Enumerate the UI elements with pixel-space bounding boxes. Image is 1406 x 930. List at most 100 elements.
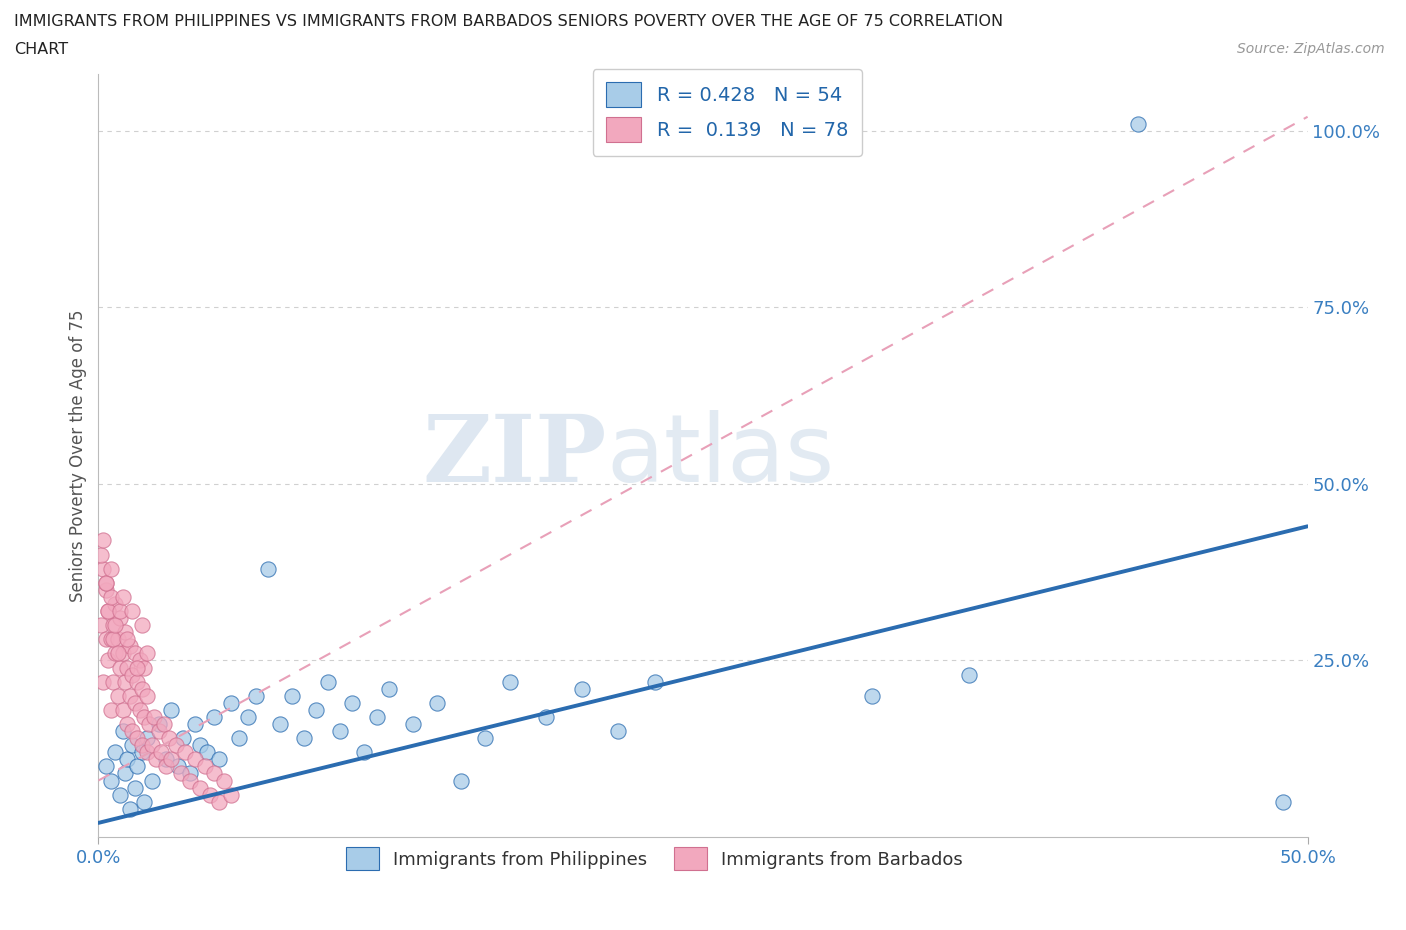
Point xyxy=(97,604,120,618)
Point xyxy=(121,724,143,738)
Point xyxy=(100,631,122,646)
Point xyxy=(111,702,134,717)
Point xyxy=(114,625,136,640)
Point xyxy=(91,561,114,576)
Text: ZIP: ZIP xyxy=(422,411,606,500)
Point xyxy=(204,710,226,724)
Point xyxy=(474,731,496,746)
Point xyxy=(104,745,127,760)
Point xyxy=(1128,116,1150,131)
Text: atlas: atlas xyxy=(606,410,835,501)
Point xyxy=(104,646,127,661)
Point xyxy=(160,751,183,766)
Point xyxy=(195,745,218,760)
Point xyxy=(169,766,191,781)
Point xyxy=(198,787,221,802)
Point xyxy=(127,759,149,774)
Point xyxy=(292,731,315,746)
Point xyxy=(402,717,425,732)
Point xyxy=(117,660,139,675)
Point xyxy=(131,737,153,752)
Point xyxy=(107,688,129,703)
Point xyxy=(108,660,131,675)
Point xyxy=(127,660,149,675)
Point xyxy=(208,794,231,809)
Point xyxy=(179,766,201,781)
Point xyxy=(121,737,143,752)
Point xyxy=(124,696,146,711)
Point xyxy=(188,780,211,795)
Point xyxy=(221,696,243,711)
Point xyxy=(90,618,112,632)
Point xyxy=(143,710,166,724)
Point xyxy=(342,696,364,711)
Point xyxy=(1272,794,1295,809)
Point xyxy=(138,717,160,732)
Point xyxy=(426,696,449,711)
Point xyxy=(150,745,173,760)
Point xyxy=(184,717,207,732)
Point xyxy=(101,618,124,632)
Point xyxy=(366,710,388,724)
Point xyxy=(152,717,174,732)
Y-axis label: Seniors Poverty Over the Age of 75: Seniors Poverty Over the Age of 75 xyxy=(69,310,87,602)
Point xyxy=(160,702,183,717)
Point xyxy=(114,766,136,781)
Point xyxy=(135,745,157,760)
Point xyxy=(100,702,122,717)
Point xyxy=(118,639,141,654)
Point xyxy=(134,710,156,724)
Point xyxy=(121,604,143,618)
Point xyxy=(305,702,328,717)
Point xyxy=(118,688,141,703)
Point xyxy=(188,737,211,752)
Point xyxy=(90,547,112,562)
Point xyxy=(97,653,120,668)
Point xyxy=(148,724,170,738)
Point xyxy=(141,737,163,752)
Point xyxy=(155,759,177,774)
Point xyxy=(141,773,163,788)
Point xyxy=(228,731,250,746)
Point xyxy=(108,787,131,802)
Text: IMMIGRANTS FROM PHILIPPINES VS IMMIGRANTS FROM BARBADOS SENIORS POVERTY OVER THE: IMMIGRANTS FROM PHILIPPINES VS IMMIGRANT… xyxy=(14,14,1004,29)
Point xyxy=(124,780,146,795)
Point xyxy=(353,745,375,760)
Point xyxy=(101,631,124,646)
Point xyxy=(212,773,235,788)
Legend: Immigrants from Philippines, Immigrants from Barbados: Immigrants from Philippines, Immigrants … xyxy=(339,840,970,878)
Point xyxy=(118,802,141,817)
Point xyxy=(221,787,243,802)
Point xyxy=(108,611,131,626)
Point xyxy=(135,688,157,703)
Point xyxy=(94,576,117,591)
Point xyxy=(117,751,139,766)
Point xyxy=(117,631,139,646)
Point xyxy=(245,688,267,703)
Point xyxy=(94,576,117,591)
Point xyxy=(94,631,117,646)
Point xyxy=(91,533,114,548)
Point xyxy=(104,596,127,611)
Point xyxy=(155,751,177,766)
Point xyxy=(131,618,153,632)
Point xyxy=(184,751,207,766)
Point xyxy=(131,745,153,760)
Point xyxy=(121,667,143,682)
Point xyxy=(107,631,129,646)
Text: Source: ZipAtlas.com: Source: ZipAtlas.com xyxy=(1237,42,1385,56)
Point xyxy=(316,674,339,689)
Point xyxy=(957,667,980,682)
Point xyxy=(111,590,134,604)
Point xyxy=(135,731,157,746)
Point xyxy=(114,674,136,689)
Point xyxy=(167,759,190,774)
Point xyxy=(107,646,129,661)
Point xyxy=(94,759,117,774)
Point xyxy=(281,688,304,703)
Point xyxy=(131,682,153,697)
Point xyxy=(145,751,167,766)
Point xyxy=(100,773,122,788)
Point xyxy=(108,604,131,618)
Point xyxy=(534,710,557,724)
